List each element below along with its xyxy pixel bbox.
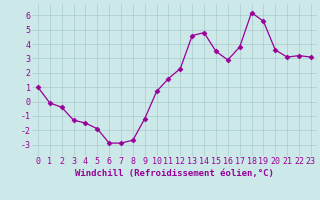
X-axis label: Windchill (Refroidissement éolien,°C): Windchill (Refroidissement éolien,°C) <box>75 169 274 178</box>
